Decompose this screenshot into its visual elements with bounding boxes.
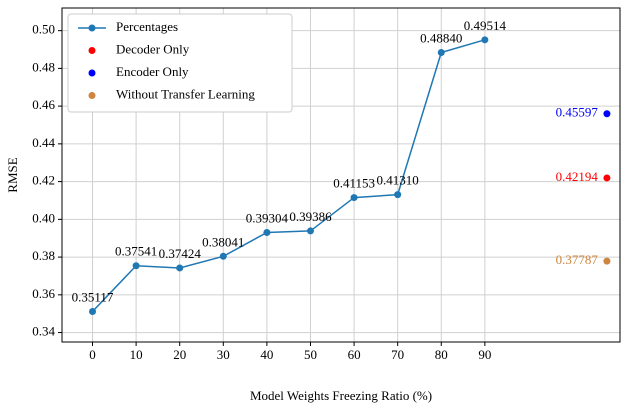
- legend-label: Percentages: [116, 19, 178, 34]
- y-tick-label: 0.50: [32, 22, 55, 37]
- point: [306, 227, 314, 235]
- point: [603, 257, 611, 265]
- data-label: 0.42194: [556, 169, 599, 184]
- y-tick-label: 0.46: [32, 97, 55, 112]
- y-tick-label: 0.40: [32, 210, 55, 225]
- y-tick-label: 0.42: [32, 173, 55, 188]
- y-tick-label: 0.48: [32, 59, 55, 74]
- y-tick-label: 0.34: [32, 324, 55, 339]
- legend-label: Encoder Only: [116, 64, 189, 79]
- x-tick-label: 20: [173, 347, 186, 362]
- data-label: 0.38041: [202, 234, 244, 249]
- point: [89, 307, 97, 315]
- data-label: 0.37424: [159, 246, 202, 261]
- legend-marker: [88, 47, 96, 54]
- y-tick-label: 0.38: [32, 248, 55, 263]
- y-tick-label: 0.36: [32, 286, 55, 301]
- y-axis-label: RMSE: [5, 157, 20, 192]
- point: [132, 262, 140, 270]
- data-label: 0.41310: [377, 173, 419, 188]
- data-label: 0.41153: [333, 176, 375, 191]
- data-label: 0.39304: [246, 210, 289, 225]
- legend-marker: [88, 24, 96, 32]
- point: [603, 110, 611, 118]
- data-label: 0.37541: [115, 244, 157, 259]
- x-tick-label: 10: [130, 347, 143, 362]
- point: [603, 174, 611, 182]
- x-axis-label: Model Weights Freezing Ratio (%): [250, 388, 432, 403]
- data-label: 0.48840: [420, 31, 462, 46]
- point: [437, 49, 445, 57]
- data-label: 0.39386: [289, 209, 332, 224]
- x-tick-label: 80: [435, 347, 448, 362]
- data-label: 0.49514: [464, 18, 507, 33]
- x-tick-label: 60: [348, 347, 361, 362]
- x-tick-label: 40: [260, 347, 273, 362]
- x-tick-label: 30: [217, 347, 230, 362]
- legend-label: Without Transfer Learning: [116, 86, 255, 101]
- x-tick-label: 0: [89, 347, 96, 362]
- data-label: 0.35117: [72, 289, 114, 304]
- x-tick-label: 70: [391, 347, 404, 362]
- point: [350, 194, 358, 202]
- legend-label: Decoder Only: [116, 41, 190, 56]
- point: [394, 191, 402, 199]
- legend-marker: [88, 92, 96, 99]
- legend-box: [67, 13, 293, 113]
- line: [91, 39, 486, 313]
- data-label: 0.37787: [556, 252, 599, 267]
- data-label: 0.45597: [556, 105, 599, 120]
- plot-frame: [61, 7, 621, 343]
- point: [176, 264, 184, 272]
- point: [481, 36, 489, 44]
- y-tick-label: 0.44: [32, 135, 55, 150]
- x-tick-label: 90: [478, 347, 491, 362]
- point: [263, 228, 271, 236]
- x-tick-label: 50: [304, 347, 317, 362]
- legend-marker: [88, 69, 96, 77]
- point: [219, 252, 227, 260]
